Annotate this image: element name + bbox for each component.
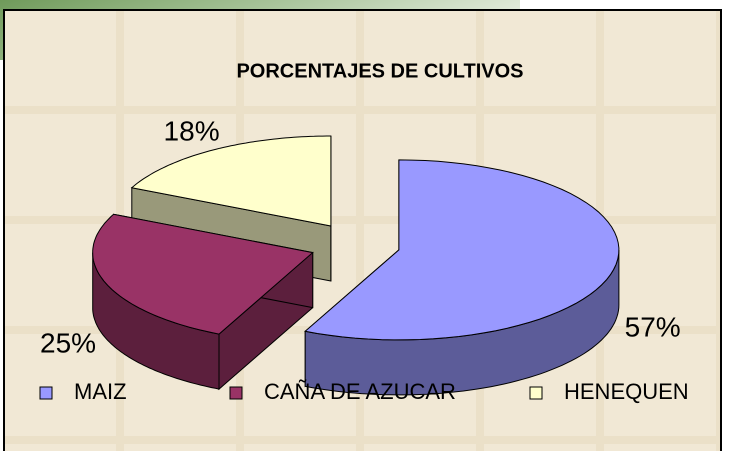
data-label: 25% [40, 327, 96, 358]
slice [92, 213, 314, 335]
legend-swatch [229, 386, 243, 400]
data-label: 18% [164, 116, 220, 147]
data-label: 57% [625, 311, 681, 342]
legend-swatch [39, 386, 53, 400]
slice [130, 135, 332, 227]
legend-label: MAIZ [74, 379, 127, 404]
legend-label: CAÑA DE AZUCAR [264, 379, 456, 404]
chart-title: PORCENTAJES DE CULTIVOS [236, 60, 523, 82]
legend-label: HENEQUEN [564, 379, 689, 404]
legend-swatch [529, 386, 543, 400]
slice [304, 159, 620, 341]
